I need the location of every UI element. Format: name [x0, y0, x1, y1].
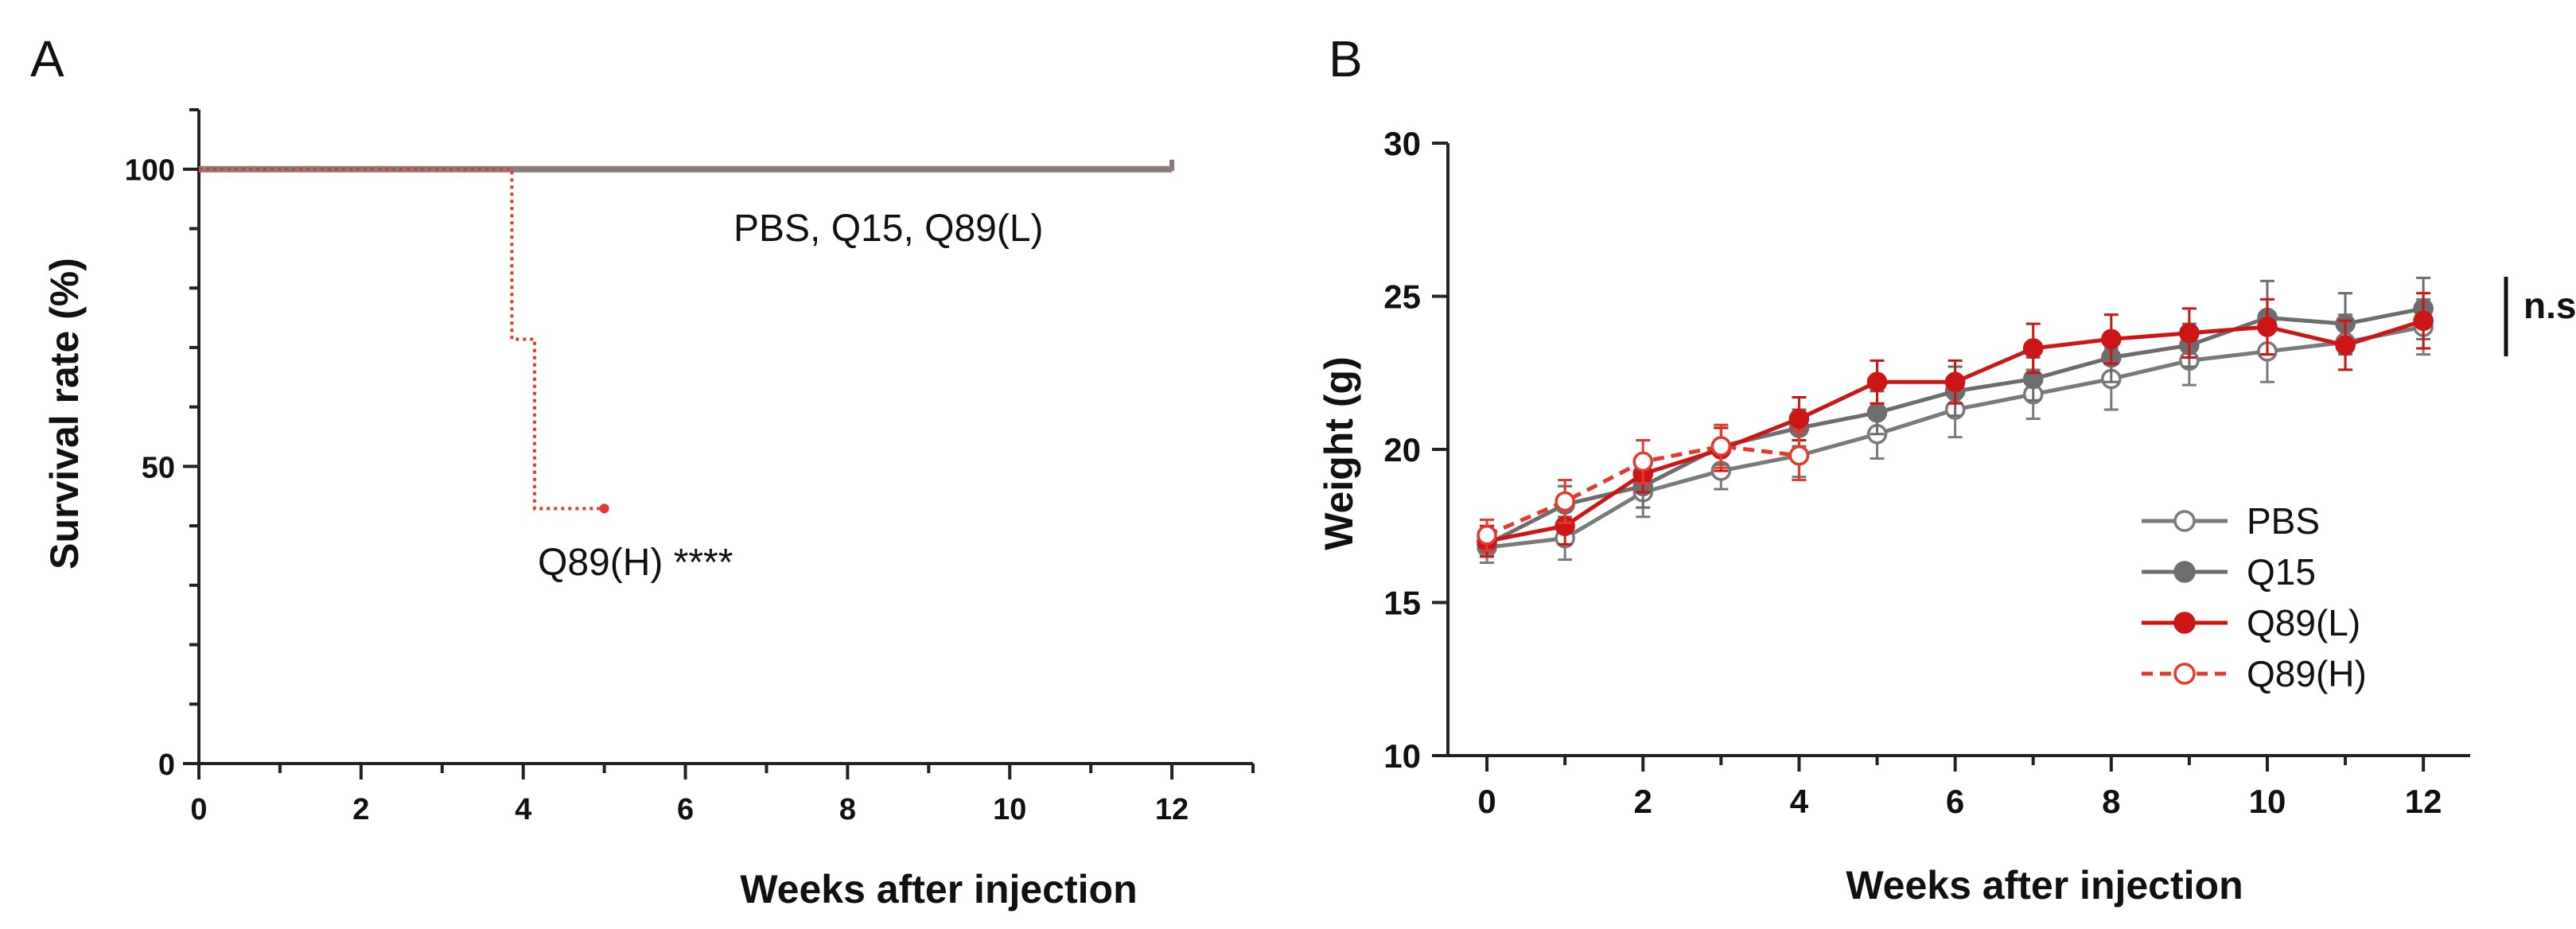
weight-y-tick-label: 15: [1383, 585, 1421, 622]
legend-item-q89l: Q89(L): [2142, 602, 2360, 643]
survival-x-tick-label: 6: [677, 793, 694, 826]
weight-x-tick-label: 2: [1634, 783, 1652, 820]
data-point: [1788, 408, 1810, 430]
survival-x-tick-label: 12: [1155, 793, 1189, 826]
data-point: [1632, 451, 1653, 472]
data-point: [2335, 335, 2356, 356]
legend-marker: [2173, 663, 2196, 685]
data-point: [2179, 322, 2200, 344]
survival-x-tick-label: 4: [515, 793, 531, 826]
survival-x-tick-label: 8: [839, 793, 856, 826]
data-point: [2101, 328, 2122, 350]
survival-x-tick-label: 0: [190, 793, 207, 826]
data-point: [1788, 445, 1810, 466]
legend-marker: [2173, 561, 2196, 583]
weight-x-tick-label: 0: [1477, 783, 1496, 820]
panel-a-label: A: [30, 30, 64, 87]
survival-axes: [197, 110, 1253, 765]
data-point: [2413, 310, 2434, 332]
legend-item-q15: Q15: [2142, 551, 2316, 593]
weight-x-axis-label: Weeks after injection: [1846, 863, 2243, 908]
survival-x-tick-label: 10: [993, 793, 1026, 826]
weight-x-tick-label: 10: [2249, 783, 2286, 820]
legend-marker: [2173, 510, 2196, 532]
weight-legend: PBS Q15 Q89(L) Q89(H): [2142, 500, 2367, 694]
data-point: [1477, 525, 1497, 546]
survival-curve-q89h: [199, 167, 605, 511]
weight-x-tick-label: 4: [1790, 783, 1809, 820]
legend-item-q89h: Q89(H): [2142, 653, 2367, 694]
data-point: [2257, 317, 2278, 337]
survival-chart: 0 2 4 6 8 10 12 0 50 100 Weeks after injection Su…: [42, 108, 1255, 912]
weight-series-q89h: [1477, 423, 1810, 552]
weight-ticks: 0 2 4 6 8 10 12 10 15 20 25 30: [1383, 125, 2442, 820]
survival-curves: [199, 159, 1175, 514]
survival-label-controls: PBS, Q15, Q89(L): [733, 208, 1044, 250]
survival-label-q89h: Q89(H) ****: [538, 542, 733, 584]
survival-ticks: 0 2 4 6 8 10 12 0 50 100: [125, 108, 1255, 826]
data-point: [1944, 371, 1966, 393]
ns-annotation: n.s: [2523, 285, 2576, 326]
survival-x-tick-label: 2: [352, 793, 369, 826]
survival-y-tick-label: 0: [158, 748, 175, 782]
weight-series: [1477, 276, 2434, 564]
data-point: [2022, 338, 2044, 359]
weight-x-tick-label: 12: [2405, 783, 2442, 820]
legend-label: Q89(L): [2247, 602, 2360, 643]
survival-x-axis-label: Weeks after injection: [740, 867, 1137, 912]
panel-b-label: B: [1329, 30, 1363, 87]
weight-chart: 0 2 4 6 8 10 12 10 15 20 25 30 Weeks after injectio…: [1317, 125, 2576, 908]
weight-y-axis-label: Weight (g): [1317, 356, 1361, 550]
legend-label: PBS: [2247, 500, 2320, 542]
data-point: [1866, 371, 1888, 393]
survival-y-axis-label: Survival rate (%): [42, 258, 87, 569]
legend-label: Q89(H): [2247, 653, 2367, 694]
weight-y-tick-label: 10: [1383, 737, 1421, 775]
legend-marker: [2173, 612, 2196, 634]
weight-y-tick-label: 30: [1383, 125, 1421, 162]
weight-y-tick-label: 20: [1383, 431, 1421, 468]
weight-y-tick-label: 25: [1383, 278, 1421, 316]
weight-x-tick-label: 8: [2102, 783, 2120, 820]
survival-y-tick-label: 100: [125, 154, 175, 188]
survival-y-tick-label: 50: [142, 451, 175, 484]
data-point: [1710, 436, 1732, 457]
legend-label: Q15: [2247, 551, 2316, 593]
data-point: [1555, 491, 1575, 512]
legend-item-pbs: PBS: [2142, 500, 2320, 542]
survival-end-point-q89h: [599, 503, 609, 514]
data-point: [1866, 402, 1888, 423]
weight-x-tick-label: 6: [1946, 783, 1964, 820]
